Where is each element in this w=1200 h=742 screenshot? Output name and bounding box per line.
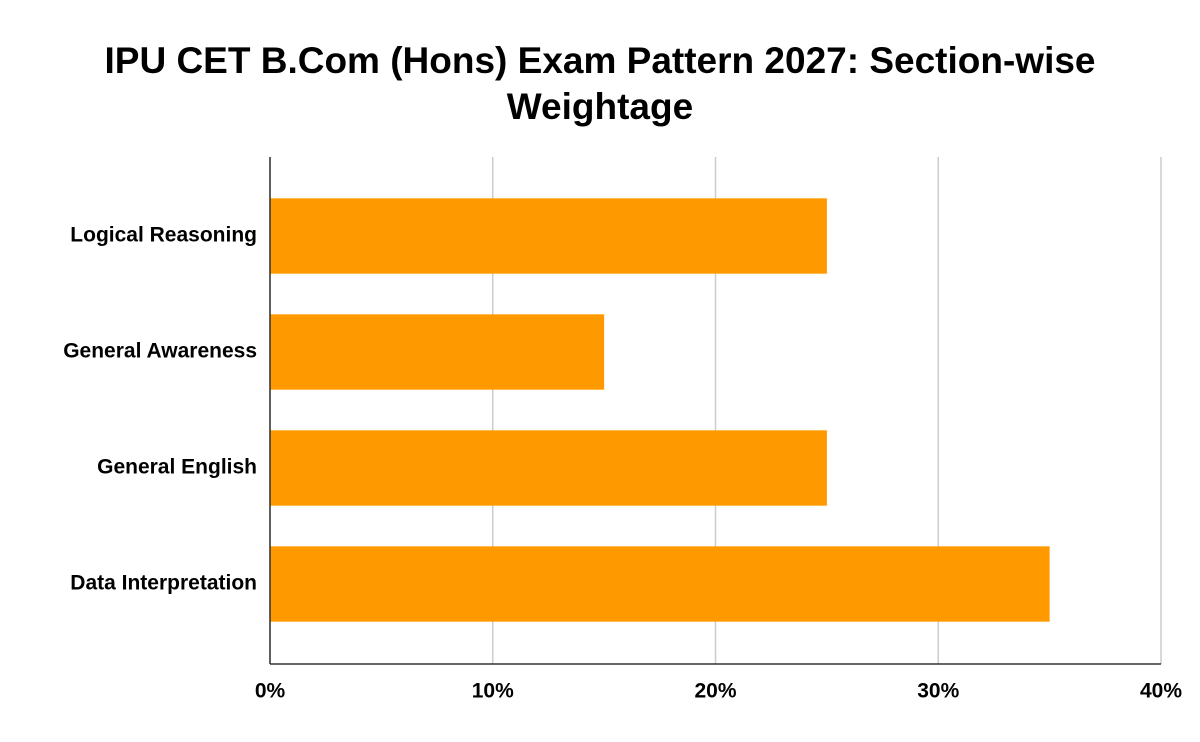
bar <box>270 198 827 274</box>
x-tick-label: 20% <box>694 680 736 703</box>
x-tick-label: 0% <box>255 680 286 703</box>
bar <box>270 546 1050 622</box>
x-tick-label: 10% <box>472 680 514 703</box>
bar <box>270 430 827 506</box>
y-tick-label: Data Interpretation <box>70 572 257 595</box>
y-tick-label: General English <box>97 456 257 479</box>
y-tick-label: General Awareness <box>63 340 257 363</box>
x-tick-label: 30% <box>917 680 959 703</box>
bar <box>270 314 605 390</box>
x-tick-label: 40% <box>1140 680 1182 703</box>
y-tick-label: Logical Reasoning <box>70 224 257 247</box>
chart-title: IPU CET B.Com (Hons) Exam Pattern 2027: … <box>104 40 1096 127</box>
